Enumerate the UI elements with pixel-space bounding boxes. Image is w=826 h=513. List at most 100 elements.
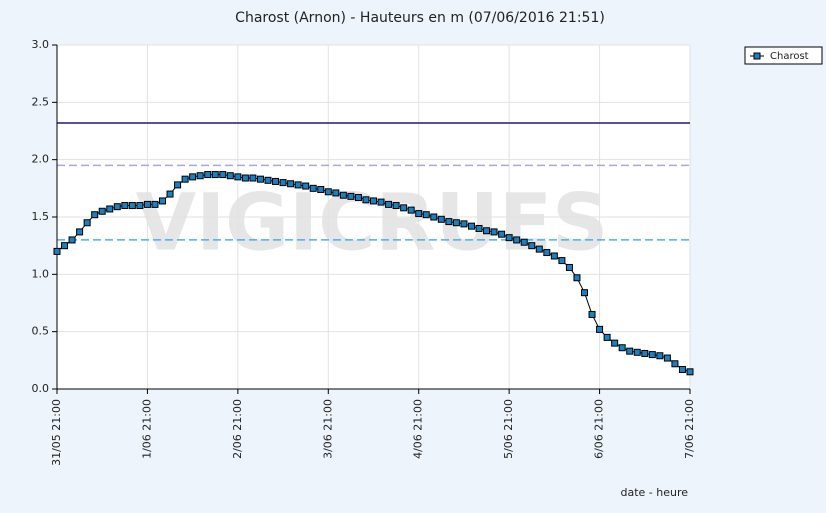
legend-label: Charost [770, 51, 809, 62]
point [241, 174, 249, 182]
point [196, 172, 204, 180]
x-tick-label: 2/06 21:00 [231, 399, 244, 459]
point [611, 339, 619, 347]
watermark: VIGICRUES [136, 178, 609, 268]
point [362, 196, 370, 204]
point [392, 202, 400, 210]
point [648, 351, 656, 359]
point [528, 242, 536, 250]
point [219, 171, 227, 179]
point [256, 175, 264, 183]
point [339, 191, 347, 199]
point [347, 192, 355, 200]
point [505, 234, 513, 242]
point [302, 182, 310, 190]
point [294, 181, 302, 189]
point [68, 236, 76, 244]
x-tick-label: 1/06 21:00 [140, 399, 153, 459]
point [226, 172, 234, 180]
point [324, 188, 332, 196]
y-tick-label: 3.0 [32, 38, 50, 51]
point [460, 220, 468, 228]
point [309, 184, 317, 192]
point [354, 194, 362, 202]
point [535, 245, 543, 253]
point [573, 274, 581, 282]
point [113, 203, 121, 211]
y-tick-label: 2.5 [32, 95, 50, 108]
point [430, 213, 438, 221]
y-tick-label: 0.5 [32, 325, 50, 338]
point [445, 218, 453, 226]
x-tick-label: 4/06 21:00 [412, 399, 425, 459]
point [603, 333, 611, 341]
point [520, 238, 528, 246]
point [61, 242, 69, 250]
point [422, 211, 430, 219]
point [159, 197, 166, 205]
point [83, 219, 91, 227]
point [279, 179, 287, 187]
point [106, 205, 114, 213]
point [264, 176, 272, 184]
legend-box [744, 46, 823, 65]
x-tick-label: 31/05 21:00 [50, 399, 63, 466]
legend-marker [753, 52, 761, 60]
point [317, 185, 325, 193]
point [211, 171, 219, 179]
point [415, 210, 423, 218]
x-tick-label: 3/06 21:00 [321, 399, 334, 459]
point [550, 252, 558, 260]
point [166, 190, 174, 198]
point [678, 366, 686, 374]
point [686, 368, 694, 376]
point [370, 197, 377, 205]
point [633, 348, 641, 356]
x-tick-label: 5/06 21:00 [502, 399, 515, 459]
point [121, 202, 129, 210]
point [626, 347, 634, 355]
point [287, 180, 295, 188]
point [400, 204, 408, 212]
point [98, 207, 106, 215]
point [498, 230, 506, 238]
point [475, 224, 483, 232]
x-axis-label: date - heure [620, 486, 688, 499]
point [618, 344, 626, 352]
point [663, 354, 671, 362]
point [76, 228, 84, 236]
point [91, 211, 99, 219]
y-tick-label: 0.0 [32, 382, 50, 395]
point [151, 200, 159, 208]
y-tick-label: 1.0 [32, 267, 50, 280]
x-tick-label: 7/06 21:00 [683, 399, 696, 459]
point [558, 257, 566, 265]
point [174, 181, 182, 189]
y-tick-label: 1.5 [32, 210, 50, 223]
point [377, 198, 385, 206]
point [490, 228, 498, 236]
point [513, 236, 521, 244]
point [385, 200, 393, 208]
point [136, 202, 144, 210]
point [234, 173, 242, 181]
point [204, 171, 212, 179]
point [437, 215, 445, 223]
point [143, 200, 151, 208]
point [656, 352, 664, 360]
point [249, 174, 257, 182]
point [565, 263, 573, 271]
point [543, 249, 551, 257]
point [53, 247, 61, 255]
point [128, 202, 136, 210]
point [272, 177, 280, 185]
x-tick-label: 6/06 21:00 [593, 399, 606, 459]
point [407, 206, 415, 214]
point [581, 289, 588, 297]
point [189, 173, 197, 181]
point [596, 325, 604, 333]
point [588, 310, 596, 318]
point [332, 189, 340, 197]
